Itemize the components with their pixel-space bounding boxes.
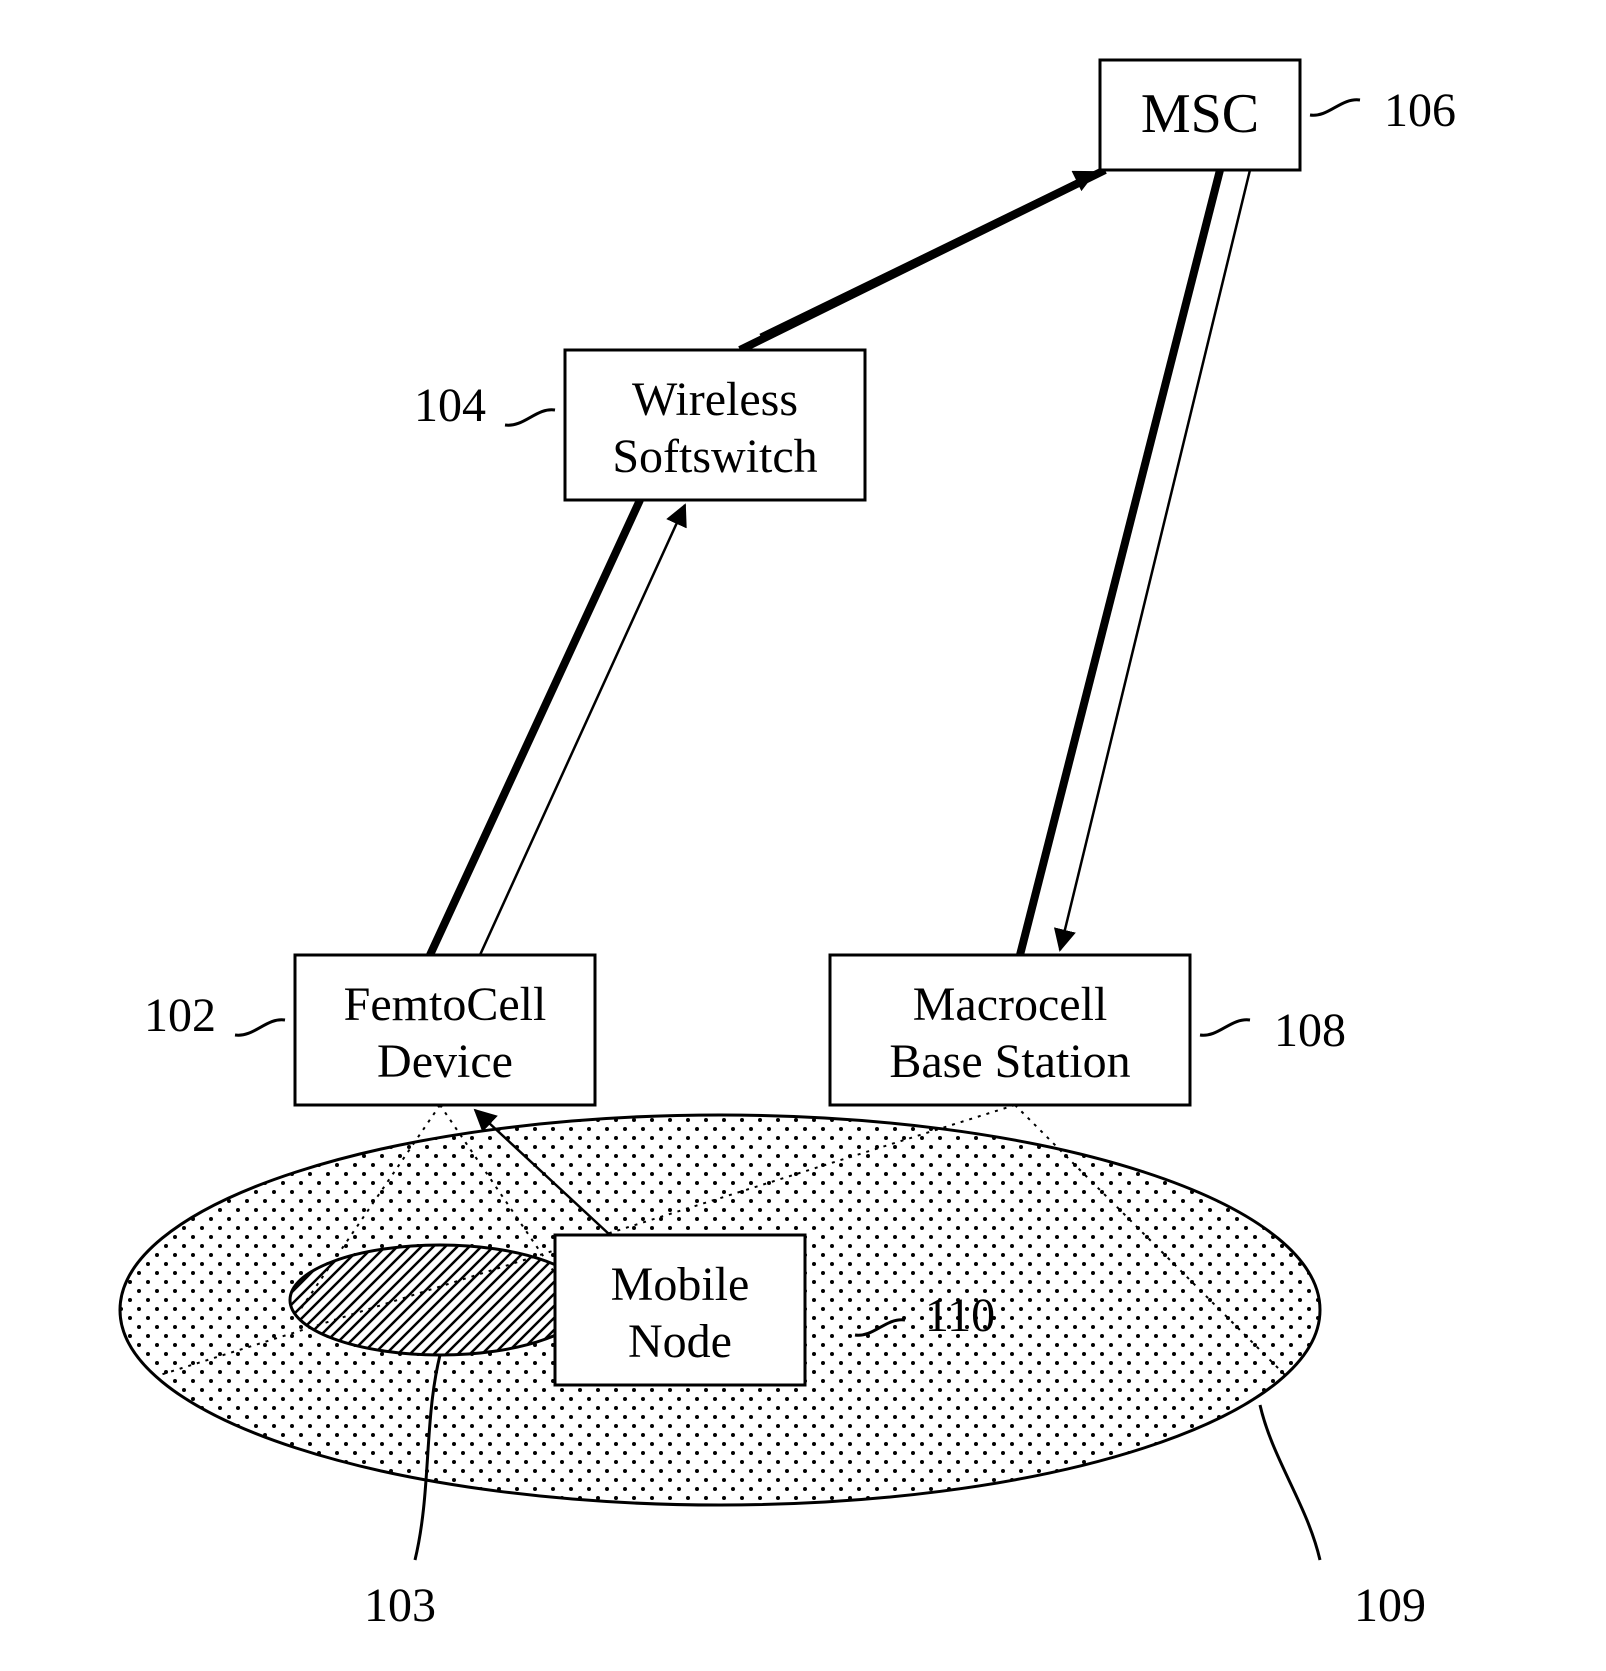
femto-to-softswitch: [480, 505, 685, 955]
node-macro-label-2: Base Station: [889, 1035, 1130, 1088]
femtocell-coverage-ellipse: [290, 1245, 590, 1355]
thick-link: [430, 500, 640, 955]
refnum-femto: 102: [144, 989, 216, 1042]
node-femto-label-2: Device: [377, 1035, 513, 1088]
node-mobile-label-2: Node: [628, 1315, 732, 1368]
refnum-mobile: 110: [925, 1289, 995, 1342]
node-mobile-label-1: Mobile: [611, 1258, 750, 1311]
thick-link: [740, 170, 1105, 350]
msc-to-macro: [1060, 170, 1250, 950]
refnum-macro: 108: [1274, 1004, 1346, 1057]
node-mobile: MobileNode: [555, 1235, 805, 1385]
refnum-msc: 106: [1384, 84, 1456, 137]
leader-msc: [1310, 100, 1360, 115]
node-femto-label-1: FemtoCell: [344, 978, 547, 1031]
node-femto: FemtoCellDevice: [295, 955, 595, 1105]
leader-macro: [1200, 1020, 1250, 1035]
node-macro: MacrocellBase Station: [830, 955, 1190, 1105]
refnum-softswitch: 104: [414, 379, 486, 432]
leader-109: [1260, 1405, 1320, 1560]
node-softswitch-label-1: Wireless: [632, 373, 798, 426]
node-softswitch-label-2: Softswitch: [612, 430, 817, 483]
refnum-103: 103: [364, 1579, 436, 1632]
softswitch-to-msc: [760, 172, 1095, 335]
refnum-109: 109: [1354, 1579, 1426, 1632]
node-msc: MSC: [1100, 60, 1300, 170]
node-softswitch: WirelessSoftswitch: [565, 350, 865, 500]
node-msc-label: MSC: [1141, 83, 1259, 145]
leader-femto: [235, 1020, 285, 1035]
leader-softswitch: [505, 410, 555, 425]
network-diagram: MSC WirelessSoftswitch FemtoCellDevice Macr…: [0, 0, 1606, 1671]
node-macro-label-1: Macrocell: [913, 978, 1108, 1031]
thick-link: [1020, 170, 1220, 955]
